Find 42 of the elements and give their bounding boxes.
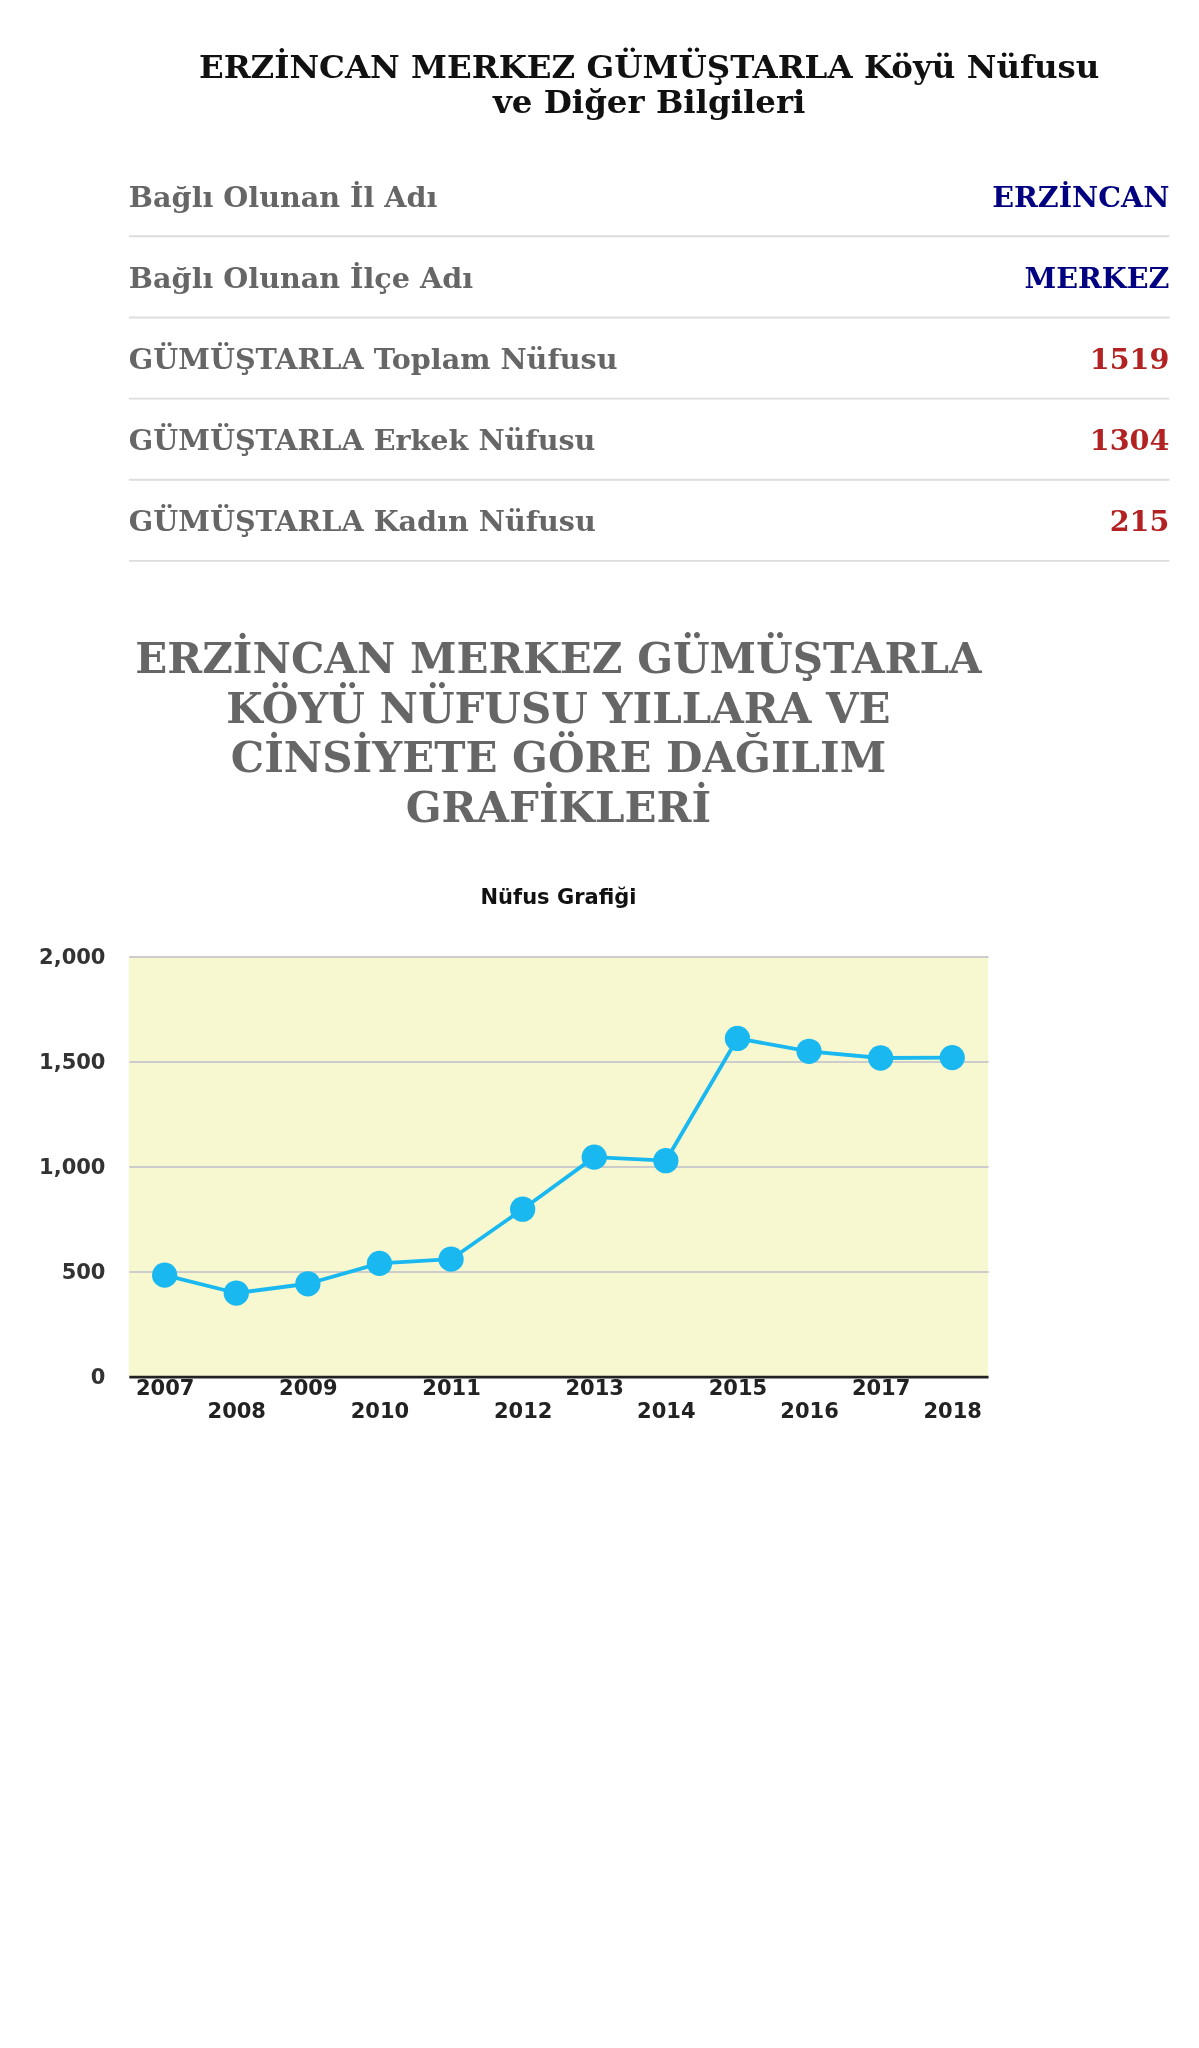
chart-subtitle: Nüfus Grafiği [480,885,637,910]
chart-title: ERZİNCAN MERKEZ GÜMÜŞTARLA KÖYÜ NÜFUSU YILLARA VE CİNSİYETE GÖRE DAĞILIM GRAFİKLERİ [135,632,984,832]
point [295,1271,321,1297]
text: ERZİNCAN MERKEZ GÜMÜŞTARLA Köyü Nüfusu ve Diğer Bilgileri [198,47,1100,121]
y-tick-label: 500 [61,1259,106,1284]
point [510,1196,536,1222]
point [796,1038,822,1064]
point [223,1280,249,1306]
x-tick-label: 2018 [923,1399,982,1424]
text: 1304 [1089,423,1170,458]
point [438,1246,464,1272]
text: ERZİNCAN [992,179,1170,214]
x-tick-label: 2015 [708,1376,768,1401]
x-tick-label: 2009 [279,1376,338,1401]
x-tick-label: 2013 [565,1376,624,1401]
x-tick-label: 2014 [637,1399,696,1424]
text: GÜMÜŞTARLA Kadın Nüfusu [128,504,596,539]
x-tick-label: 2010 [350,1399,410,1424]
y-tick-label: 1,000 [39,1154,106,1179]
text: MERKEZ [1024,260,1170,295]
text: GÜMÜŞTARLA Erkek Nüfusu [128,423,596,458]
point [581,1144,607,1170]
point [939,1044,965,1071]
text: 1519 [1089,341,1170,376]
y-tick-label: 0 [90,1364,106,1389]
point [653,1148,679,1174]
y-tick-label: 1,500 [39,1049,106,1074]
x-tick-label: 2007 [135,1376,195,1401]
x-tick-label: 2008 [207,1399,266,1424]
text: GÜMÜŞTARLA Toplam Nüfusu [128,341,618,376]
y-tick-label: 2,000 [39,944,106,969]
text: Bağlı Olunan İl Adı [128,179,438,214]
point [366,1250,393,1276]
point [152,1262,178,1288]
text: Bağlı Olunan İlçe Adı [128,260,474,295]
point [868,1045,894,1071]
x-tick-label: 2012 [493,1399,553,1424]
text: 215 [1109,504,1170,539]
x-tick-label: 2017 [851,1376,911,1401]
x-tick-label: 2016 [780,1399,839,1424]
x-tick-label: 2011 [422,1376,481,1401]
point [724,1025,751,1052]
